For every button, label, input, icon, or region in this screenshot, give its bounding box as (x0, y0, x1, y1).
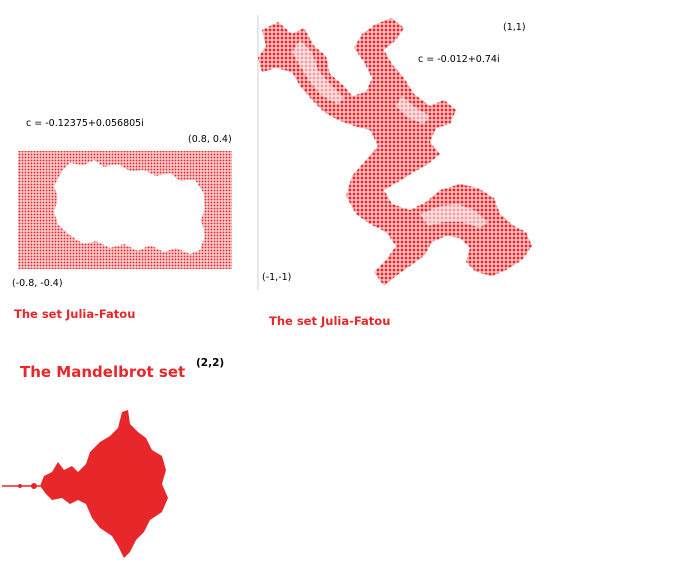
corner-top-right-right: (1,1) (503, 22, 526, 33)
corner-bottom-left-left: (-0.8, -0.4) (12, 278, 63, 289)
mandelbrot-corner-label: (2,2) (196, 357, 225, 369)
corner-top-right-left: (0.8, 0.4) (188, 134, 232, 145)
caption-julia-right: The set Julia-Fatou (269, 314, 391, 328)
caption-julia-left: The set Julia-Fatou (14, 307, 136, 321)
c-value-label-right: c = -0.012+0.74i (418, 54, 500, 65)
corner-bottom-left-right: (-1,-1) (262, 272, 292, 283)
mandelbrot-title: The Mandelbrot set (20, 363, 186, 381)
c-value-label-left: c = -0.12375+0.056805i (26, 118, 144, 129)
